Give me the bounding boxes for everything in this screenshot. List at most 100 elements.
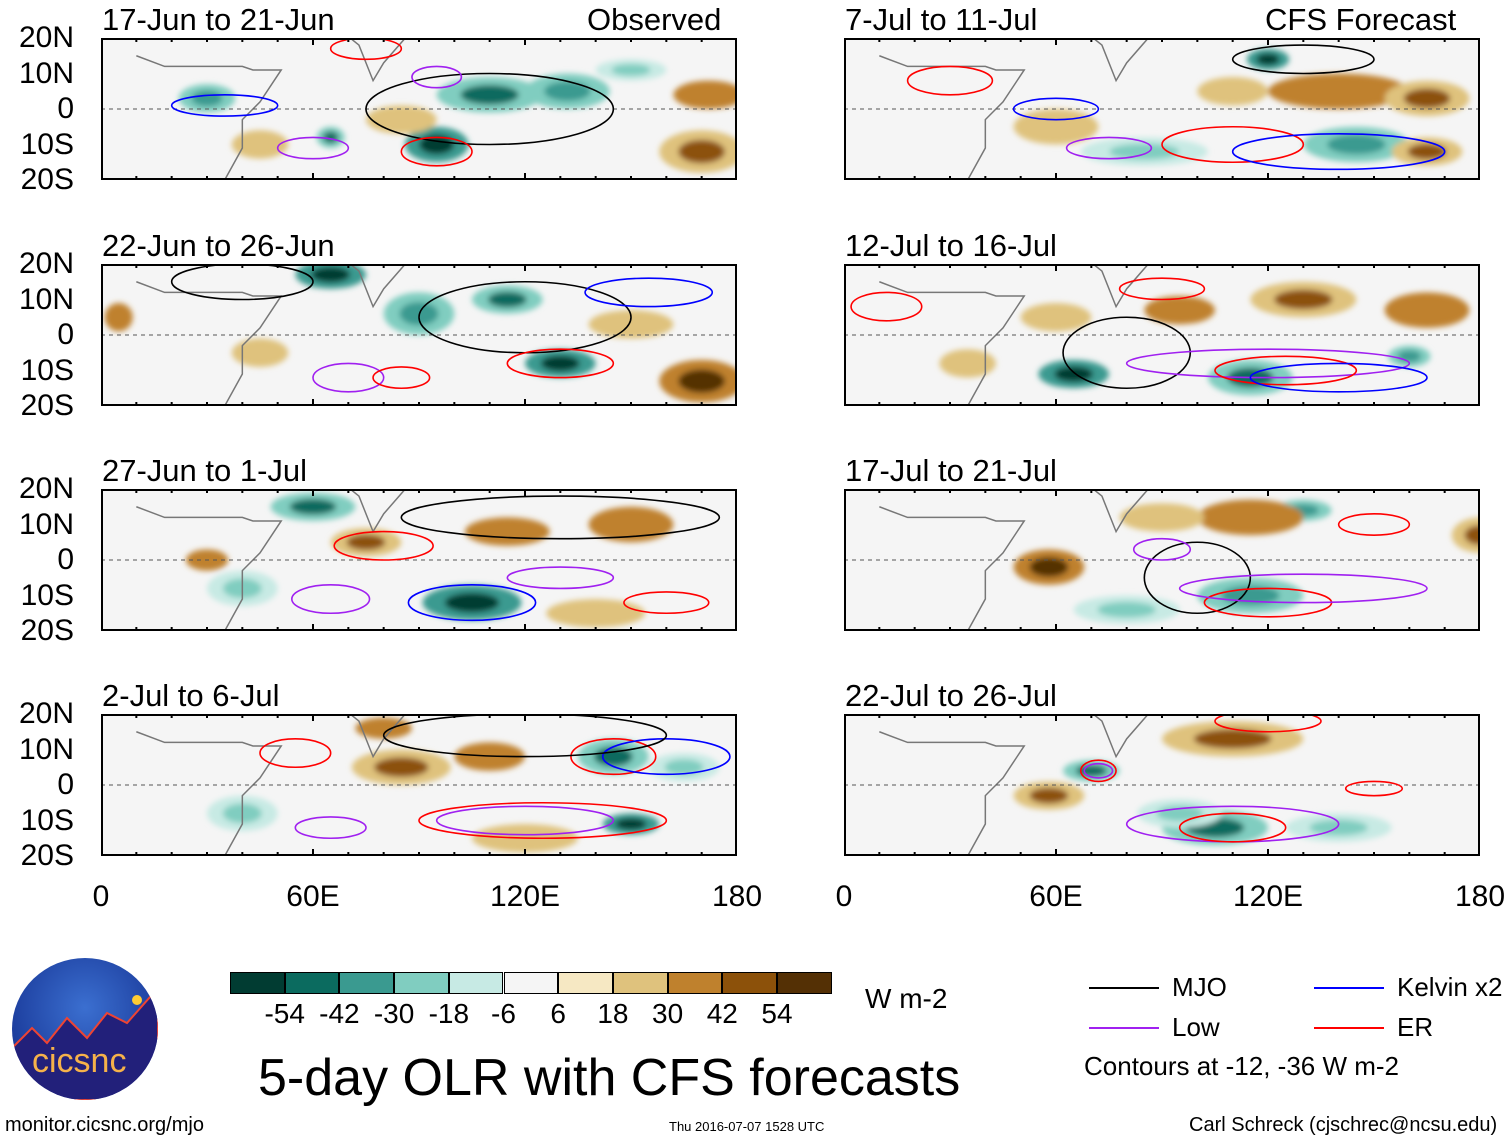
- coastline: [136, 731, 283, 856]
- map-panel: [844, 489, 1480, 631]
- olr-anomaly-core: [1109, 143, 1180, 160]
- colorbar-swatch: [503, 972, 559, 994]
- olr-anomaly-core: [1075, 764, 1107, 777]
- er-contour: [372, 366, 431, 390]
- panel-title: 22-Jun to 26-Jun: [102, 228, 335, 263]
- mjo-contour: [1143, 541, 1252, 615]
- footer-url[interactable]: monitor.cicsnc.org/mjo: [5, 1114, 204, 1136]
- olr-anomaly-core: [1160, 302, 1200, 318]
- olr-anomaly-core: [191, 90, 223, 107]
- olr-anomaly-core: [1138, 509, 1186, 526]
- low-contour: [506, 566, 615, 590]
- lat-label: 10S: [20, 353, 74, 387]
- panel-title: 22-Jul to 26-Jul: [845, 678, 1057, 713]
- colorbar-swatch: [667, 972, 723, 994]
- olr-anomaly-core: [593, 746, 633, 767]
- footer-author: Carl Schreck (cjschrec@ncsu.edu): [1189, 1114, 1498, 1136]
- lat-label: 0: [57, 543, 74, 576]
- er-contour: [1118, 277, 1206, 301]
- olr-anomaly-core: [484, 523, 531, 540]
- olr-anomaly-core: [1299, 81, 1378, 102]
- er-contour: [623, 591, 710, 615]
- map-panel: [844, 714, 1480, 856]
- low-contour: [1132, 537, 1192, 561]
- olr-anomaly-core: [664, 759, 704, 776]
- olr-anomaly-core: [568, 605, 623, 622]
- colorbar-label: -30: [373, 998, 415, 1029]
- panel-title: 17-Jun to 21-Jun: [102, 2, 335, 37]
- panel-background: [844, 264, 1480, 406]
- colorbar-swatch: [777, 972, 832, 994]
- mjo-contour: [382, 714, 668, 758]
- low-contour: [276, 136, 350, 160]
- map-panel: [101, 714, 737, 856]
- mjo-contour: [1062, 316, 1192, 390]
- olr-anomaly-core: [1097, 601, 1156, 618]
- colorbar-label: -18: [428, 998, 470, 1029]
- olr-anomaly-core: [544, 81, 591, 102]
- olr-anomaly-core: [1054, 366, 1094, 382]
- forecast-header: CFS Forecast: [1265, 2, 1457, 37]
- olr-anomaly-core: [1213, 83, 1253, 100]
- lon-label: 180: [711, 880, 763, 913]
- lat-label: 10N: [18, 282, 74, 316]
- lat-label: 20S: [20, 614, 74, 647]
- olr-anomaly-core: [678, 139, 725, 164]
- colorbar-units: W m-2: [865, 983, 948, 1014]
- olr-anomaly-core: [368, 722, 400, 735]
- cicsnc-logo: cicsnc: [12, 958, 158, 1100]
- panel-title: 17-Jul to 21-Jul: [845, 453, 1057, 488]
- olr-anomaly-core: [1029, 787, 1069, 804]
- lon-label: 120E: [489, 880, 561, 913]
- olr-anomaly-core: [678, 369, 725, 393]
- low-contour: [1125, 348, 1411, 379]
- coastline: [1091, 38, 1150, 83]
- olr-anomaly-core: [607, 514, 655, 535]
- lon-label: 180: [1454, 880, 1506, 913]
- olr-anomaly-core: [244, 136, 276, 153]
- low-contour: [294, 816, 367, 840]
- lat-label: 0: [57, 318, 74, 351]
- lon-label: 60E: [1029, 880, 1083, 913]
- olr-anomaly-core: [444, 592, 500, 613]
- er-contour: [1079, 759, 1117, 783]
- lat-label: 0: [57, 92, 74, 125]
- olr-anomaly-core: [689, 86, 729, 103]
- legend-line: [1314, 1027, 1384, 1029]
- contour-note: Contours at -12, -36 W m-2: [1084, 1051, 1399, 1081]
- coastline: [136, 506, 283, 631]
- er-contour: [906, 65, 994, 96]
- panel-title: 27-Jun to 1-Jul: [102, 453, 308, 488]
- low-contour: [435, 805, 615, 836]
- mjo-contour: [1231, 44, 1375, 75]
- er-contour: [570, 738, 657, 776]
- olr-anomaly-core: [1221, 507, 1280, 528]
- er-contour: [1214, 714, 1322, 733]
- colorbar-label: 18: [597, 998, 629, 1029]
- olr-anomaly-core: [1256, 53, 1280, 66]
- legend-line: [1314, 987, 1384, 989]
- lat-label: 10S: [20, 803, 74, 837]
- lat-label: 20S: [20, 163, 74, 196]
- er-contour: [1337, 513, 1411, 536]
- colorbar-swatch: [722, 972, 777, 994]
- kelvin-contour: [1249, 362, 1428, 393]
- low-contour: [312, 362, 385, 393]
- olr-anomaly-core: [1403, 88, 1451, 109]
- er-contour: [333, 530, 434, 561]
- mjo-contour: [170, 264, 314, 301]
- colorbar-label: 30: [652, 998, 684, 1029]
- colorbar-label: -6: [491, 998, 516, 1029]
- lat-label: 10S: [20, 578, 74, 612]
- olr-anomaly-core: [1029, 557, 1069, 577]
- lon-label: 120E: [1232, 880, 1304, 913]
- legend-label: MJO: [1172, 972, 1227, 1002]
- lat-label: 0: [57, 768, 74, 801]
- map-panel: [101, 264, 737, 406]
- coastline: [348, 714, 407, 759]
- lat-label: 10N: [18, 56, 74, 90]
- legend-line: [1089, 987, 1159, 989]
- olr-anomaly-core: [1407, 143, 1447, 160]
- olr-anomaly-core: [1036, 309, 1076, 326]
- olr-anomaly-core: [289, 498, 337, 515]
